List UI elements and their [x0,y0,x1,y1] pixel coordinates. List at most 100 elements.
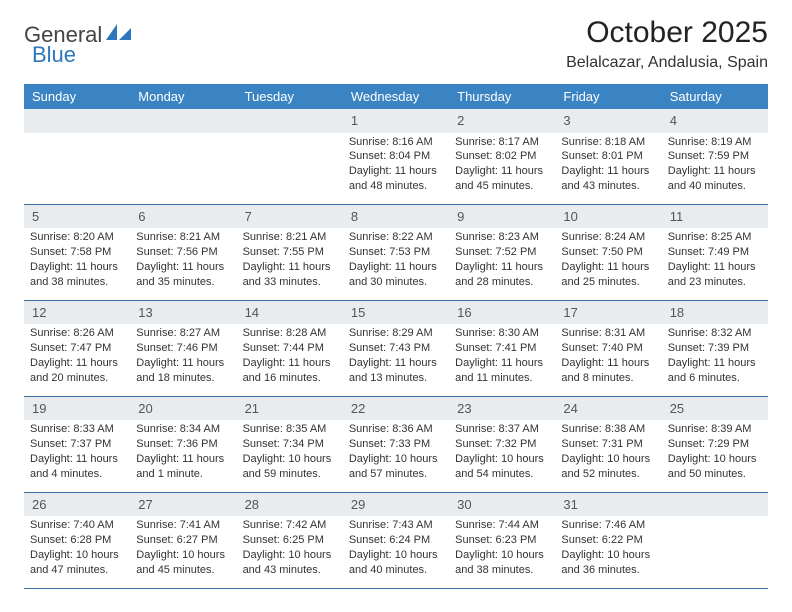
day-info [237,133,343,204]
month-title: October 2025 [566,16,768,50]
day-number: 17 [555,301,661,325]
day-number: 18 [662,301,768,325]
sunrise-line: Sunrise: 8:17 AM [455,135,549,150]
day-info: Sunrise: 7:42 AMSunset: 6:25 PMDaylight:… [237,516,343,587]
day-number: 21 [237,397,343,421]
daylight-line: Daylight: 11 hours and 48 minutes. [349,164,443,194]
sunset-line: Sunset: 7:31 PM [561,437,655,452]
sunset-line: Sunset: 7:37 PM [30,437,124,452]
sunrise-line: Sunrise: 8:29 AM [349,326,443,341]
day-number: 14 [237,301,343,325]
daylight-line: Daylight: 11 hours and 38 minutes. [30,260,124,290]
daylight-line: Daylight: 11 hours and 6 minutes. [668,356,762,386]
day-info [662,516,768,587]
day-info: Sunrise: 8:32 AMSunset: 7:39 PMDaylight:… [662,324,768,395]
weekday-header: SundayMondayTuesdayWednesdayThursdayFrid… [24,84,768,109]
week-number-row: 262728293031 [24,493,768,517]
day-number: 28 [237,493,343,517]
day-number: 6 [130,205,236,229]
sunset-line: Sunset: 6:22 PM [561,533,655,548]
day-number: 23 [449,397,555,421]
sunrise-line: Sunrise: 7:46 AM [561,518,655,533]
sunrise-line: Sunrise: 8:21 AM [243,230,337,245]
daylight-line: Daylight: 10 hours and 57 minutes. [349,452,443,482]
day-info: Sunrise: 8:35 AMSunset: 7:34 PMDaylight:… [237,420,343,491]
sunset-line: Sunset: 6:24 PM [349,533,443,548]
day-number: 27 [130,493,236,517]
sunset-line: Sunset: 8:04 PM [349,149,443,164]
calendar: SundayMondayTuesdayWednesdayThursdayFrid… [24,84,768,589]
sunrise-line: Sunrise: 7:42 AM [243,518,337,533]
week-info-row: Sunrise: 8:16 AMSunset: 8:04 PMDaylight:… [24,133,768,205]
weekday-label: Thursday [449,84,555,109]
sunrise-line: Sunrise: 8:32 AM [668,326,762,341]
day-info: Sunrise: 8:20 AMSunset: 7:58 PMDaylight:… [24,228,130,299]
sunrise-line: Sunrise: 8:16 AM [349,135,443,150]
sunrise-line: Sunrise: 7:44 AM [455,518,549,533]
day-number: 4 [662,109,768,133]
sunset-line: Sunset: 6:27 PM [136,533,230,548]
week-number-row: 1234 [24,109,768,133]
daylight-line: Daylight: 10 hours and 36 minutes. [561,548,655,578]
day-info: Sunrise: 8:36 AMSunset: 7:33 PMDaylight:… [343,420,449,491]
daylight-line: Daylight: 11 hours and 33 minutes. [243,260,337,290]
day-number: 13 [130,301,236,325]
sunset-line: Sunset: 7:46 PM [136,341,230,356]
weekday-label: Monday [130,84,236,109]
sunrise-line: Sunrise: 8:33 AM [30,422,124,437]
sunset-line: Sunset: 7:36 PM [136,437,230,452]
day-number [662,493,768,517]
sunrise-line: Sunrise: 8:28 AM [243,326,337,341]
daylight-line: Daylight: 11 hours and 13 minutes. [349,356,443,386]
sunset-line: Sunset: 7:50 PM [561,245,655,260]
day-number [237,109,343,133]
day-number: 8 [343,205,449,229]
daylight-line: Daylight: 10 hours and 40 minutes. [349,548,443,578]
day-info: Sunrise: 8:38 AMSunset: 7:31 PMDaylight:… [555,420,661,491]
day-number [24,109,130,133]
sunrise-line: Sunrise: 8:26 AM [30,326,124,341]
day-info: Sunrise: 8:28 AMSunset: 7:44 PMDaylight:… [237,324,343,395]
day-info: Sunrise: 7:46 AMSunset: 6:22 PMDaylight:… [555,516,661,587]
daylight-line: Daylight: 11 hours and 11 minutes. [455,356,549,386]
day-info: Sunrise: 8:29 AMSunset: 7:43 PMDaylight:… [343,324,449,395]
sunrise-line: Sunrise: 8:30 AM [455,326,549,341]
day-number: 3 [555,109,661,133]
sunrise-line: Sunrise: 8:35 AM [243,422,337,437]
day-number: 10 [555,205,661,229]
sunset-line: Sunset: 7:56 PM [136,245,230,260]
day-info: Sunrise: 8:25 AMSunset: 7:49 PMDaylight:… [662,228,768,299]
sunset-line: Sunset: 8:01 PM [561,149,655,164]
day-number: 20 [130,397,236,421]
day-number: 15 [343,301,449,325]
weekday-label: Wednesday [343,84,449,109]
sunrise-line: Sunrise: 8:21 AM [136,230,230,245]
brand-text-2: Blue [32,42,76,68]
daylight-line: Daylight: 11 hours and 23 minutes. [668,260,762,290]
day-number: 11 [662,205,768,229]
daylight-line: Daylight: 11 hours and 8 minutes. [561,356,655,386]
day-info: Sunrise: 8:34 AMSunset: 7:36 PMDaylight:… [130,420,236,491]
sunset-line: Sunset: 7:55 PM [243,245,337,260]
day-info: Sunrise: 8:21 AMSunset: 7:56 PMDaylight:… [130,228,236,299]
day-info: Sunrise: 8:23 AMSunset: 7:52 PMDaylight:… [449,228,555,299]
day-number: 22 [343,397,449,421]
day-number: 5 [24,205,130,229]
sunset-line: Sunset: 6:25 PM [243,533,337,548]
day-number: 2 [449,109,555,133]
daylight-line: Daylight: 11 hours and 20 minutes. [30,356,124,386]
day-number: 12 [24,301,130,325]
week-number-row: 12131415161718 [24,301,768,325]
sunrise-line: Sunrise: 8:39 AM [668,422,762,437]
day-info: Sunrise: 8:30 AMSunset: 7:41 PMDaylight:… [449,324,555,395]
sunset-line: Sunset: 7:43 PM [349,341,443,356]
daylight-line: Daylight: 11 hours and 28 minutes. [455,260,549,290]
day-number: 31 [555,493,661,517]
sunset-line: Sunset: 7:34 PM [243,437,337,452]
sunrise-line: Sunrise: 8:37 AM [455,422,549,437]
sunrise-line: Sunrise: 8:23 AM [455,230,549,245]
day-number: 16 [449,301,555,325]
day-number: 25 [662,397,768,421]
day-info: Sunrise: 7:41 AMSunset: 6:27 PMDaylight:… [130,516,236,587]
sunrise-line: Sunrise: 8:19 AM [668,135,762,150]
